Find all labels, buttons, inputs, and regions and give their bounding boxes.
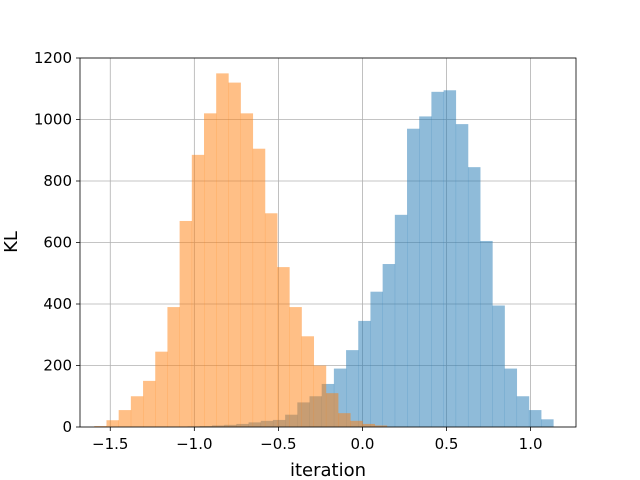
histogram-bar-series-2 (252, 148, 266, 427)
histogram-bar-series-2 (216, 73, 229, 427)
histogram-bar-series-2 (204, 113, 217, 427)
histogram-bar-series-2 (130, 396, 144, 427)
histogram-bar-series-1 (358, 320, 371, 427)
x-tick-label: −1.0 (176, 435, 212, 453)
histogram-bar-series-2 (94, 426, 107, 427)
histogram-bar-series-2 (325, 393, 339, 427)
histogram-bar-series-2 (179, 220, 193, 427)
histogram-bar-series-2 (362, 423, 375, 427)
histogram-bar-series-2 (118, 410, 132, 427)
y-tick-label: 400 (43, 295, 72, 313)
histogram-bar-series-1 (443, 90, 457, 427)
histogram-bar-series-1 (516, 396, 530, 427)
histogram-bar-series-2 (264, 213, 278, 427)
histogram-bar-series-2 (338, 413, 351, 427)
histogram-bar-series-2 (143, 380, 156, 427)
x-tick-label: 1.0 (519, 435, 543, 453)
y-tick-label: 1200 (34, 49, 72, 67)
histogram-bar-series-2 (313, 365, 327, 427)
histogram-bar-series-2 (106, 420, 119, 427)
histogram-bars (94, 73, 554, 428)
histogram-bar-series-1 (382, 264, 396, 427)
histogram-bar-series-1 (394, 214, 408, 427)
histogram-bar-series-1 (492, 305, 505, 427)
histogram-bar-series-1 (504, 368, 518, 427)
y-tick-label: 600 (43, 234, 72, 252)
histogram-bar-series-2 (191, 154, 205, 428)
y-tick-label: 0 (62, 418, 72, 436)
histogram-bar-series-2 (155, 351, 168, 427)
histogram-bar-series-2 (350, 420, 363, 427)
y-tick-label: 1000 (34, 111, 72, 129)
histogram-bar-series-1 (419, 116, 432, 428)
histogram-bar-series-1 (407, 128, 420, 427)
x-tick-label: 0.5 (435, 435, 459, 453)
histogram-bar-series-1 (346, 350, 359, 427)
histogram-bar-series-2 (289, 307, 302, 427)
histogram-bar-series-2 (374, 425, 388, 427)
histogram-bar-series-2 (240, 113, 254, 427)
histogram-bar-series-2 (167, 307, 180, 427)
histogram-bar-series-2 (301, 336, 315, 427)
histogram-bar-series-1 (480, 240, 493, 427)
x-axis-label: iteration (290, 460, 366, 480)
histogram-bar-series-2 (228, 82, 241, 427)
x-tick-label: −1.5 (92, 435, 128, 453)
histogram-bar-series-1 (467, 167, 481, 427)
histogram-bar-series-1 (370, 291, 383, 427)
y-tick-label: 800 (43, 172, 72, 190)
axis-ticks: −1.5 −1.0 −0.5 0.0 0.5 1.0 0 200 400 600 800 1000 12… (34, 49, 543, 453)
histogram-bar-series-1 (528, 410, 542, 427)
y-tick-label: 200 (43, 357, 72, 375)
histogram-bar-series-1 (541, 419, 554, 427)
histogram-bar-series-1 (431, 91, 444, 427)
x-tick-label: −0.5 (260, 435, 296, 453)
x-tick-label: 0.0 (351, 435, 375, 453)
histogram-bar-series-2 (277, 267, 290, 427)
histogram-bar-series-1 (455, 124, 469, 428)
y-axis-label: KL (1, 231, 22, 253)
